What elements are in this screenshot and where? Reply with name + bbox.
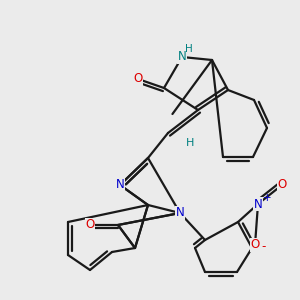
Text: N: N (176, 206, 184, 220)
Text: O: O (250, 238, 260, 251)
Text: -: - (262, 240, 266, 253)
Text: H: H (186, 138, 194, 148)
Text: N: N (178, 50, 186, 64)
Text: N: N (116, 178, 124, 191)
Text: +: + (263, 193, 271, 203)
Text: O: O (278, 178, 286, 191)
Text: N: N (254, 197, 262, 211)
Text: H: H (185, 44, 193, 54)
Text: O: O (134, 73, 142, 85)
Text: O: O (85, 218, 94, 232)
